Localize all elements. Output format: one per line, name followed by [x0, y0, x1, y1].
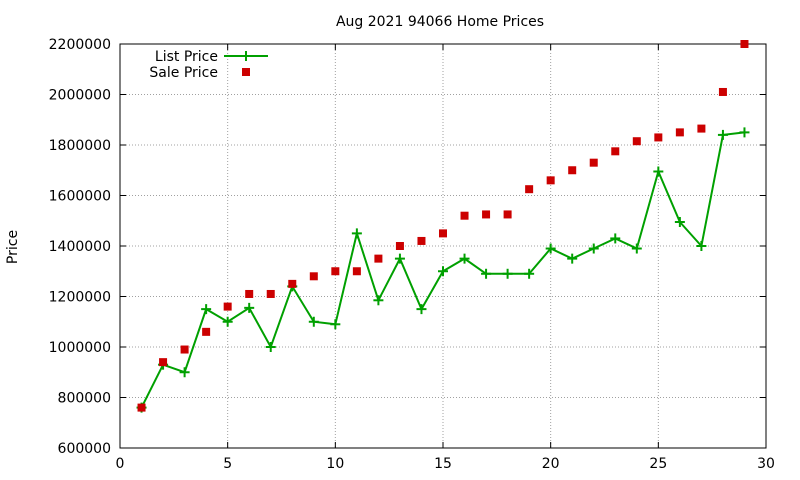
x-tick-label: 0: [116, 456, 125, 472]
list-price-point: [201, 304, 212, 315]
x-tick-label: 20: [542, 456, 560, 472]
sale-price-point: [632, 137, 641, 146]
list-price-point: [351, 228, 362, 239]
sale-price-point: [697, 124, 706, 133]
y-tick-label: 1800000: [49, 138, 111, 154]
list-price-point: [610, 233, 621, 244]
list-price-point: [459, 253, 470, 264]
legend-label-sale-price: Sale Price: [149, 65, 218, 81]
sale-price-point: [202, 327, 211, 336]
sale-price-point: [245, 289, 254, 298]
x-tick-label: 5: [223, 456, 232, 472]
legend-label-list-price: List Price: [155, 49, 218, 65]
list-price-point: [373, 295, 384, 306]
sale-price-point: [589, 158, 598, 167]
chart-title: Aug 2021 94066 Home Prices: [336, 14, 544, 30]
axis-ticks: 0 5 10 15 20 25 30 600000 800000 1000000 1200000 14…: [49, 37, 775, 472]
list-price-point: [524, 268, 535, 279]
sale-price-point: [352, 267, 361, 276]
y-tick-label: 1600000: [49, 189, 111, 205]
sale-price-point: [611, 147, 620, 156]
y-tick-label: 800000: [58, 391, 111, 407]
list-price-point: [588, 243, 599, 254]
sale-price-point: [288, 279, 297, 288]
sale-price-point: [546, 176, 555, 185]
sale-price-point: [525, 185, 534, 194]
sale-price-point: [740, 40, 749, 48]
sale-price-point: [374, 254, 383, 263]
list-price-point: [717, 129, 728, 140]
list-price-point: [481, 268, 492, 279]
sale-price-point: [180, 345, 189, 354]
list-price-point: [567, 253, 578, 264]
y-tick-label: 2000000: [49, 88, 111, 104]
list-price-point: [545, 243, 556, 254]
list-price-point: [416, 304, 427, 315]
y-tick-label: 1000000: [49, 340, 111, 356]
list-price-point: [394, 253, 405, 264]
legend-marker-sale-price: [242, 68, 250, 76]
series-layer: [136, 40, 750, 413]
sale-price-point: [460, 211, 469, 220]
sale-price-point: [266, 289, 275, 298]
list-price-point: [265, 342, 276, 352]
list-price-point: [502, 268, 513, 279]
sale-price-point: [159, 358, 168, 367]
x-tick-label: 25: [649, 456, 667, 472]
sale-price-point: [417, 236, 426, 245]
x-tick-label: 10: [326, 456, 344, 472]
y-tick-label: 1200000: [49, 290, 111, 306]
y-axis-label: Price: [5, 230, 21, 264]
list-price-point: [674, 217, 685, 228]
sale-price-point: [654, 133, 663, 142]
list-price-point: [653, 166, 664, 177]
y-tick-label: 1400000: [49, 239, 111, 255]
list-price-point: [631, 243, 642, 254]
legend-marker-list-price: [241, 51, 251, 61]
sale-price-point: [439, 229, 447, 238]
list-price-point: [222, 316, 233, 327]
sale-price-point: [137, 403, 146, 412]
sale-price-point: [675, 128, 684, 137]
sale-price-point: [503, 210, 512, 219]
list-price-point: [244, 302, 255, 313]
list-price-point: [308, 316, 319, 327]
list-price-point: [739, 127, 750, 138]
list-price-point: [696, 241, 707, 251]
sale-price-point: [482, 210, 491, 219]
sale-price-point: [395, 242, 404, 250]
list-price-point: [438, 266, 448, 277]
list-price-point: [179, 367, 190, 378]
sale-price-point: [309, 272, 318, 281]
x-tick-label: 30: [757, 456, 775, 472]
sale-price-point: [568, 166, 577, 175]
sale-price-point: [718, 87, 727, 96]
sale-price-point: [223, 302, 232, 311]
sale-price-point: [331, 267, 340, 276]
x-tick-label: 15: [434, 456, 452, 472]
list-price-point: [330, 319, 341, 330]
y-tick-label: 2200000: [49, 37, 111, 53]
grid: [120, 44, 766, 448]
y-tick-label: 600000: [58, 441, 111, 457]
